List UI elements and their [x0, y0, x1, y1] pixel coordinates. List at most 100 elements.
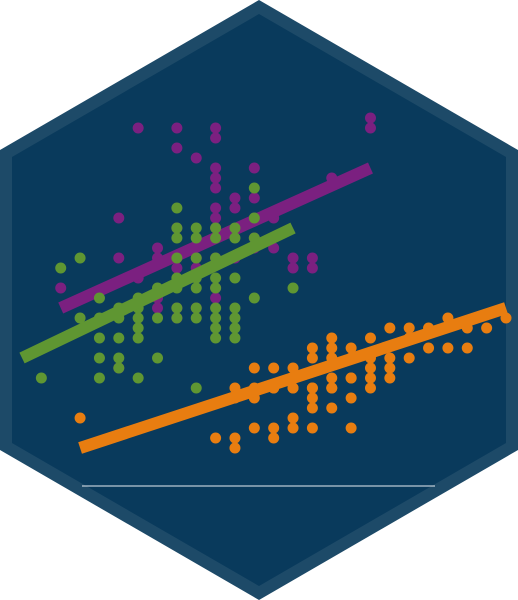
data-point [171, 302, 183, 314]
data-point [287, 282, 299, 294]
data-point [248, 212, 260, 224]
data-point [171, 312, 183, 324]
data-point [171, 222, 183, 234]
data-point [210, 312, 222, 324]
data-point [171, 142, 183, 154]
data-point [190, 152, 202, 164]
data-point [364, 382, 376, 394]
data-point [74, 312, 86, 324]
scatter-plot [19, 112, 512, 454]
data-point [326, 372, 338, 384]
data-point [481, 322, 493, 334]
data-point [248, 162, 260, 174]
data-point [345, 392, 357, 404]
data-point [171, 202, 183, 214]
data-point [113, 362, 125, 374]
data-point [287, 262, 299, 274]
trend-line [78, 302, 508, 454]
data-point [171, 122, 183, 134]
data-point [364, 112, 376, 124]
data-point [210, 212, 222, 224]
data-point [287, 362, 299, 374]
data-point [384, 362, 396, 374]
data-point [190, 312, 202, 324]
data-point [210, 302, 222, 314]
data-point [229, 272, 241, 284]
data-point [190, 282, 202, 294]
data-point [229, 442, 241, 454]
data-point [210, 122, 222, 134]
data-point [326, 332, 338, 344]
data-point [93, 332, 105, 344]
data-point [210, 172, 222, 184]
data-point [152, 242, 164, 254]
data-point [210, 272, 222, 284]
data-point [93, 352, 105, 364]
data-point [190, 302, 202, 314]
data-point [55, 262, 67, 274]
data-point [74, 252, 86, 264]
data-point [171, 262, 183, 274]
data-point [190, 232, 202, 244]
data-point [132, 122, 144, 134]
data-point [35, 372, 47, 384]
data-point [306, 422, 318, 434]
data-point [210, 432, 222, 444]
data-point [364, 362, 376, 374]
data-point [248, 422, 260, 434]
data-point [113, 332, 125, 344]
data-point [210, 182, 222, 194]
data-point [132, 332, 144, 344]
data-point [113, 352, 125, 364]
data-point [326, 342, 338, 354]
series-3 [74, 302, 512, 454]
data-point [345, 342, 357, 354]
data-point [74, 412, 86, 424]
data-point [345, 372, 357, 384]
data-point [306, 262, 318, 274]
data-point [287, 382, 299, 394]
data-point [210, 322, 222, 334]
data-point [345, 422, 357, 434]
data-point [210, 232, 222, 244]
data-point [442, 342, 454, 354]
data-point [229, 232, 241, 244]
data-point [93, 372, 105, 384]
data-point [132, 372, 144, 384]
data-point [210, 132, 222, 144]
data-point [326, 402, 338, 414]
data-point [364, 122, 376, 134]
data-point [210, 162, 222, 174]
data-point [171, 252, 183, 264]
data-point [364, 372, 376, 384]
data-point [306, 352, 318, 364]
data-point [384, 372, 396, 384]
data-point [306, 342, 318, 354]
data-point [229, 302, 241, 314]
data-point [287, 422, 299, 434]
data-point [287, 252, 299, 264]
data-point [306, 382, 318, 394]
data-point [268, 432, 280, 444]
data-point [190, 382, 202, 394]
data-point [132, 322, 144, 334]
data-point [229, 222, 241, 234]
data-point [190, 222, 202, 234]
data-point [152, 352, 164, 364]
data-point [113, 252, 125, 264]
data-point [93, 292, 105, 304]
data-point [306, 392, 318, 404]
data-point [190, 252, 202, 264]
data-point [55, 282, 67, 294]
data-point [229, 312, 241, 324]
data-point [210, 202, 222, 214]
data-point [364, 332, 376, 344]
data-point [268, 362, 280, 374]
data-point [210, 282, 222, 294]
data-point [268, 422, 280, 434]
data-point [306, 402, 318, 414]
data-point [248, 182, 260, 194]
data-point [210, 332, 222, 344]
data-point [229, 192, 241, 204]
